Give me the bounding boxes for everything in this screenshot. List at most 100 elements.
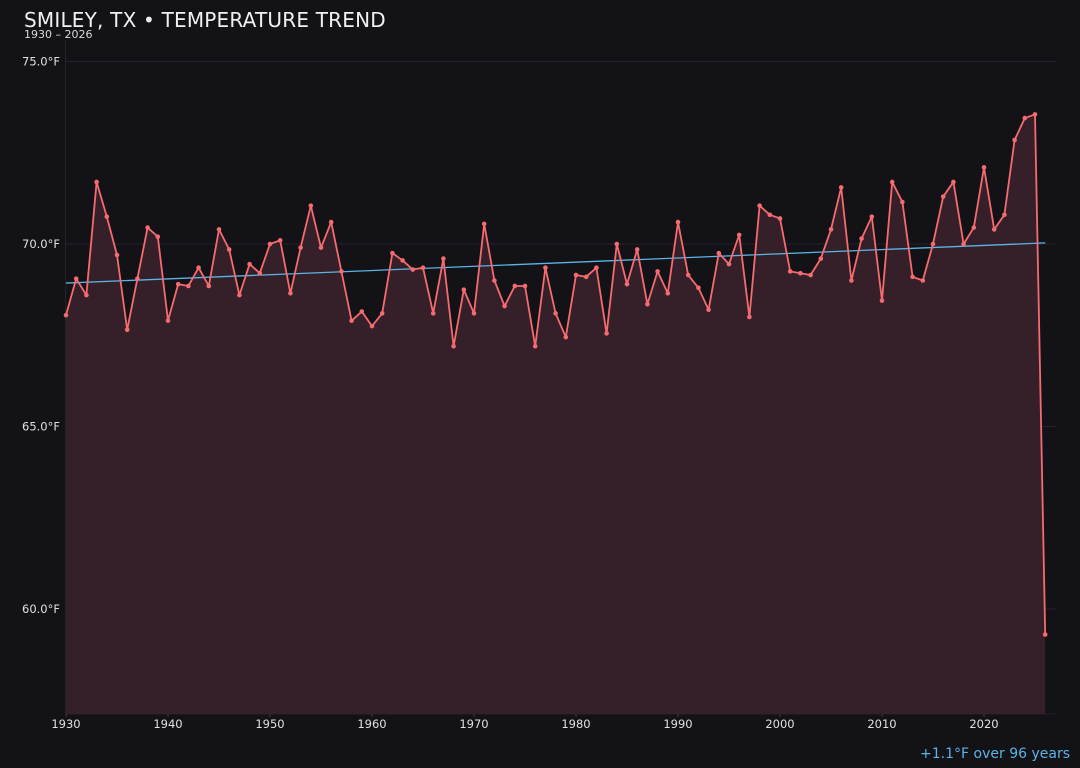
data-point: [298, 245, 303, 250]
data-point: [492, 278, 497, 283]
data-point: [349, 318, 354, 323]
x-tick-label: 1930: [51, 717, 80, 731]
y-tick-label: 65.0°F: [22, 420, 60, 434]
data-point: [838, 185, 844, 190]
data-point: [604, 331, 609, 336]
data-point: [685, 272, 691, 278]
x-axis-ticks: 1930 1940 1950 1960 1970 1980 1990 2000 2010 2020: [51, 714, 999, 731]
data-point: [267, 241, 273, 247]
data-point: [430, 311, 436, 316]
data-point: [614, 241, 620, 247]
data-point: [359, 309, 365, 314]
data-point: [277, 238, 283, 243]
x-tick-label: 1970: [459, 717, 488, 731]
data-point: [757, 203, 762, 208]
data-point: [634, 247, 640, 252]
x-tick-label: 1950: [255, 717, 284, 731]
x-tick-label: 1980: [561, 717, 590, 731]
data-point: [451, 343, 456, 349]
data-point: [900, 199, 905, 205]
data-point: [390, 250, 395, 256]
data-point: [818, 256, 824, 261]
data-point: [471, 311, 477, 316]
data-point: [930, 241, 936, 247]
data-point: [318, 245, 324, 250]
data-point: [726, 261, 732, 267]
data-point: [889, 179, 895, 185]
data-point: [481, 221, 487, 227]
temperature-area-fill: [66, 114, 1046, 715]
data-point: [787, 269, 793, 274]
data-point: [777, 216, 783, 221]
x-tick-label: 1990: [663, 717, 692, 731]
data-point: [114, 252, 120, 258]
trend-line: [65, 242, 1046, 284]
x-tick-label: 2020: [969, 717, 998, 731]
data-point: [145, 225, 150, 230]
data-point: [553, 311, 558, 316]
data-point: [920, 278, 926, 283]
data-point: [849, 278, 854, 283]
data-point: [369, 323, 375, 329]
y-tick-label: 70.0°F: [22, 237, 60, 251]
data-point: [1002, 212, 1007, 218]
data-point: [665, 290, 671, 296]
data-point: [624, 281, 630, 287]
data-point: [798, 270, 803, 276]
data-point: [573, 272, 579, 278]
trend-annotation: +1.1°F over 96 years: [920, 746, 1070, 762]
x-tick-label: 2000: [765, 717, 794, 731]
x-tick-label: 1940: [153, 717, 182, 731]
data-point: [981, 165, 987, 170]
data-point: [461, 287, 467, 292]
data-point: [155, 234, 161, 239]
data-point: [736, 232, 742, 238]
data-point: [512, 283, 518, 289]
data-point: [226, 247, 232, 252]
data-point: [186, 283, 191, 289]
data-point: [165, 318, 171, 323]
data-point: [73, 276, 79, 281]
data-point: [532, 343, 538, 349]
data-point: [124, 327, 130, 333]
data-point: [594, 265, 599, 271]
data-point: [951, 179, 956, 185]
data-point: [808, 272, 813, 278]
data-point: [288, 290, 293, 296]
data-point: [410, 267, 416, 272]
data-point: [583, 274, 589, 280]
data-point: [502, 303, 507, 309]
chart-subtitle: 1930 – 2026: [24, 28, 93, 41]
data-point: [859, 236, 864, 241]
data-point: [104, 214, 110, 219]
data-point: [308, 203, 314, 208]
data-point: [543, 265, 548, 271]
x-tick-label: 1960: [357, 717, 386, 731]
data-point: [747, 314, 752, 320]
data-point: [257, 270, 263, 276]
data-point: [716, 250, 722, 256]
data-point: [991, 227, 997, 232]
data-point: [1012, 137, 1017, 143]
data-point: [645, 301, 650, 307]
y-tick-label: 75.0°F: [22, 55, 60, 69]
data-point: [400, 258, 405, 263]
data-point: [879, 298, 885, 303]
data-point: [655, 269, 660, 274]
data-point: [563, 334, 569, 340]
data-point: [1042, 632, 1048, 637]
data-point: [828, 227, 834, 232]
data-point: [767, 212, 773, 218]
data-point: [84, 292, 89, 298]
data-point: [522, 283, 528, 289]
x-tick-label: 2010: [867, 717, 896, 731]
data-point: [1032, 112, 1038, 117]
data-point: [206, 283, 212, 289]
data-point: [706, 307, 711, 313]
y-axis-ticks: 60.0°F 65.0°F 70.0°F 75.0°F: [22, 55, 60, 617]
data-point: [196, 265, 201, 271]
data-point: [339, 269, 344, 274]
data-point: [1022, 115, 1028, 121]
chart-title: SMILEY, TX • TEMPERATURE TREND: [24, 8, 386, 32]
